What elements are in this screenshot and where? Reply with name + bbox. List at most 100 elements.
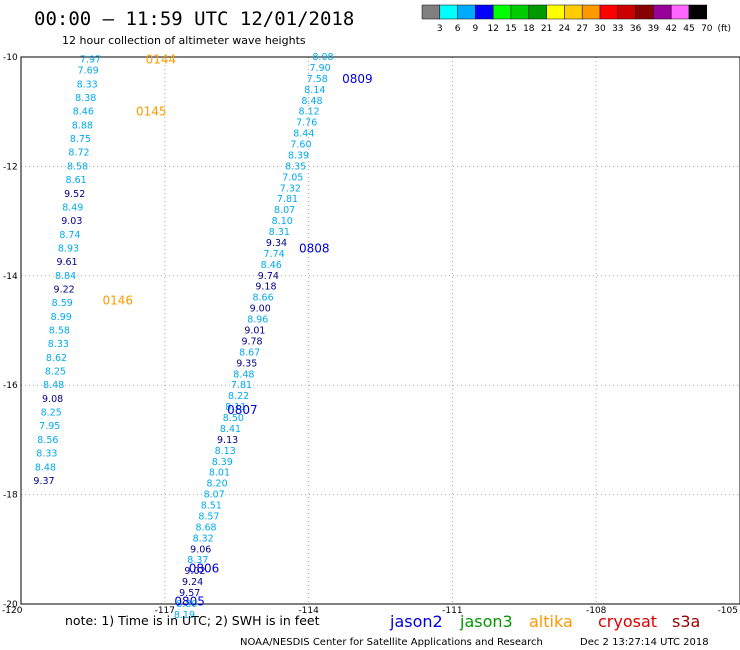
- data-point-label: 8.37: [187, 555, 208, 566]
- data-point-label: 9.00: [250, 304, 271, 315]
- pass-time-label: 0809: [342, 72, 373, 86]
- footer-credit: NOAA/NESDIS Center for Satellite Applica…: [240, 637, 543, 648]
- data-point-label: 9.61: [56, 257, 77, 268]
- data-point-label: 8.33: [36, 449, 57, 460]
- colorbar-label: 24: [559, 24, 571, 34]
- data-point-label: 8.20: [206, 479, 227, 490]
- pass-time-label: 0144: [146, 53, 177, 67]
- data-point-label: 7.76: [296, 118, 317, 129]
- data-point-label: 7.81: [277, 194, 298, 205]
- data-point-label: 7.81: [231, 380, 252, 391]
- pass-time-label: 0146: [102, 293, 133, 307]
- colorbar-label: 42: [665, 24, 676, 34]
- y-tick-label: -10: [3, 53, 18, 63]
- data-point-label: 8.74: [59, 230, 80, 241]
- data-point-label: 9.35: [236, 358, 257, 369]
- data-point-label: 9.13: [217, 435, 238, 446]
- data-point-label: 8.88: [72, 120, 93, 131]
- colorbar-swatch: [439, 4, 458, 20]
- data-point-label: 7.32: [280, 183, 301, 194]
- y-tick-label: -12: [3, 162, 18, 172]
- data-point-label: 8.01: [209, 468, 230, 479]
- data-point-label: 9.78: [241, 336, 262, 347]
- colorbar-label: 39: [648, 24, 660, 34]
- data-point-label: 9.52: [64, 189, 85, 200]
- data-point-label: 8.93: [58, 243, 79, 254]
- data-point-label: 8.46: [261, 260, 282, 271]
- data-point-label: 8.61: [66, 175, 87, 186]
- colorbar-unit: (ft): [717, 24, 731, 34]
- pass-time-label: 0808: [299, 241, 330, 255]
- data-point-label: 9.03: [61, 216, 82, 227]
- data-point-label: 8.84: [55, 271, 76, 282]
- data-point-label: 8.59: [52, 298, 73, 309]
- data-point-label: 8.33: [77, 79, 98, 90]
- data-point-label: 9.24: [182, 577, 203, 588]
- colorbar-swatch: [457, 4, 476, 20]
- data-point-label: 8.46: [73, 107, 94, 118]
- data-point-label: 8.48: [35, 462, 56, 473]
- data-point-label: 8.72: [68, 148, 89, 159]
- data-point-label: 8.51: [201, 501, 222, 512]
- data-point-label: 8.31: [269, 227, 290, 238]
- colorbar-swatch: [421, 4, 441, 20]
- colorbar-swatch: [510, 4, 530, 20]
- data-point-label: 9.01: [244, 326, 265, 337]
- colorbar-label: 15: [505, 24, 516, 34]
- colorbar-swatch: [670, 4, 690, 20]
- y-tick-label: -20: [3, 600, 18, 610]
- data-point-label: 9.74: [258, 271, 279, 282]
- colorbar-label: 36: [630, 24, 642, 34]
- map-grid: [21, 57, 740, 604]
- legend-entry-jason3: jason3: [459, 612, 513, 631]
- footer-timestamp: Dec 2 13:27:14 UTC 2018: [580, 637, 709, 648]
- data-point-label: 8.75: [70, 134, 91, 145]
- chart-title: 00:00 – 11:59 UTC 12/01/2018: [34, 8, 354, 30]
- data-point-label: 8.57: [198, 511, 219, 522]
- data-point-label: 9.02: [184, 566, 205, 577]
- colorbar-label: 45: [683, 24, 694, 34]
- x-tick-label: -117: [155, 606, 175, 616]
- colorbar-swatch: [528, 4, 547, 20]
- data-point-label: 9.22: [54, 284, 75, 295]
- pass-labels: 0144 0145 0146 0809 0808 0807 0806 0805: [102, 53, 372, 609]
- data-point-label: 8.44: [293, 129, 314, 140]
- data-point-label: 9.37: [33, 476, 54, 487]
- data-point-label: 8.39: [288, 150, 309, 161]
- data-point-label: 8.13: [215, 446, 236, 457]
- data-point-label: 8.49: [62, 202, 83, 213]
- colorbar-swatch: [581, 4, 601, 20]
- data-point-label: 7.90: [310, 63, 331, 74]
- legend-entry-s3a: s3a: [672, 612, 700, 631]
- data-point-label: 7.95: [39, 421, 60, 432]
- colorbar-label: 70: [701, 24, 713, 34]
- pass-time-label: 0805: [174, 594, 205, 608]
- colorbar-swatch: [635, 4, 654, 20]
- data-point-label: 8.32: [193, 533, 214, 544]
- colorbar-label: 21: [541, 24, 552, 34]
- data-point-label: 8.58: [67, 161, 88, 172]
- data-point-label: 9.34: [266, 238, 287, 249]
- colorbar-swatch: [475, 4, 494, 20]
- data-point-label: 8.25: [45, 367, 66, 378]
- y-axis-ticks: -10 -12 -14 -16 -18 -20: [3, 53, 18, 610]
- data-point-label: 8.50: [223, 413, 244, 424]
- data-point-label: 8.11: [225, 402, 246, 413]
- data-point-label: 8.48: [43, 380, 64, 391]
- colorbar-swatch: [492, 4, 512, 20]
- legend-entry-cryosat: cryosat: [598, 612, 657, 631]
- data-point-label: 8.99: [51, 312, 72, 323]
- data-point-label: 7.69: [78, 66, 99, 77]
- pass-time-label: 0806: [189, 561, 220, 575]
- data-point-label: 7.60: [290, 140, 311, 151]
- colorbar-swatch: [653, 4, 672, 20]
- colorbar-legend: 3 6 9 12 15 18 21 24 27 30 33 36 39 42 45 70 (ft): [421, 4, 731, 34]
- data-point-label: 8.96: [247, 315, 268, 326]
- chart-subtitle: 12 hour collection of altimeter wave hei…: [62, 34, 306, 47]
- data-point-label: 7.58: [307, 74, 328, 85]
- legend-entry-jason2: jason2: [389, 612, 443, 631]
- x-tick-label: -120: [2, 606, 23, 616]
- data-point-label: 9.57: [179, 588, 200, 599]
- x-tick-label: -111: [442, 606, 462, 616]
